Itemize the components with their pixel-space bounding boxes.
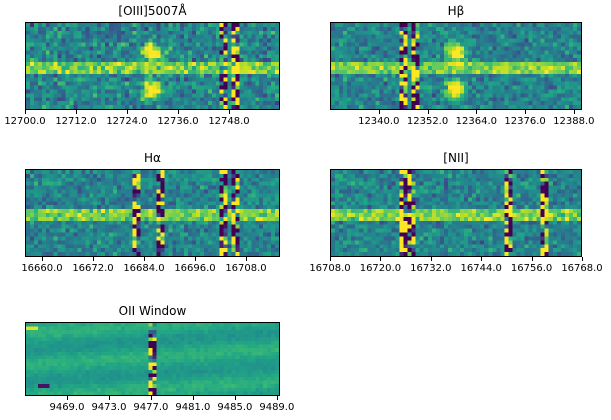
x-tick-label: 16684.0 (123, 263, 165, 274)
x-tick-label: 12700.0 (4, 116, 46, 127)
halpha-title: Hα (144, 151, 161, 165)
halpha-panel: Hα 16660.0 16672.0 16684.0 16696.0 16708.0 (21, 151, 280, 279)
hbeta-title: Hβ (447, 4, 465, 18)
x-tick (476, 110, 478, 114)
oiii-panel: [OIII]5007Å 12700.0 12712.0 12724.0 12736.0… (4, 4, 280, 132)
x-tick (195, 257, 196, 261)
x-tick (178, 110, 179, 114)
x-tick-label: 12736.0 (157, 116, 199, 127)
x-tick (25, 110, 26, 114)
x-tick-label: 12724.0 (106, 116, 148, 127)
oiii-heatmap (25, 22, 280, 110)
x-tick-label: 12712.0 (55, 116, 97, 127)
x-tick (380, 257, 382, 261)
x-tick-label: 16696.0 (174, 263, 216, 274)
oii-window-title: OII Window (118, 304, 187, 318)
oii-window-panel: OII Window 9469.0 9473.0 9477.0 9481.0 9485.… (25, 304, 294, 418)
x-tick (525, 110, 527, 114)
x-tick (582, 257, 583, 261)
x-tick (42, 257, 43, 261)
x-tick-label: 16768.0 (561, 263, 603, 274)
nii-title: [NII] (443, 151, 469, 165)
x-tick-label: 16672.0 (72, 263, 114, 274)
x-tick-label: 16708.0 (225, 263, 267, 274)
x-tick (234, 396, 236, 400)
x-tick (330, 257, 331, 261)
x-tick-label: 12364.0 (455, 116, 497, 127)
hbeta-heatmap (330, 22, 582, 110)
x-tick (108, 396, 110, 400)
x-tick (93, 257, 94, 261)
x-tick-label: 16708.0 (309, 263, 351, 274)
x-tick (192, 396, 194, 400)
x-tick (66, 396, 68, 400)
x-tick (531, 257, 533, 261)
oii-window-heatmap (25, 322, 280, 396)
x-tick-label: 12340.0 (358, 116, 400, 127)
x-tick (378, 110, 380, 114)
x-tick (127, 110, 128, 114)
x-tick (276, 396, 278, 400)
x-tick (246, 257, 247, 261)
oiii-title: [OIII]5007Å (118, 4, 187, 18)
x-tick (229, 110, 230, 114)
x-tick (76, 110, 77, 114)
x-tick-label: 16732.0 (410, 263, 452, 274)
x-tick-label: 16720.0 (359, 263, 402, 274)
x-tick-label: 9469.0 (49, 402, 85, 413)
nii-heatmap (330, 169, 582, 257)
x-tick-label: 9489.0 (259, 402, 295, 413)
x-tick (481, 257, 483, 261)
x-tick-label: 12388.0 (553, 116, 595, 127)
x-tick-label: 16744.0 (460, 263, 502, 274)
x-tick (573, 110, 575, 114)
x-tick (144, 257, 145, 261)
nii-panel: [NII] 16708.0 16720.0 16732.0 16744.0 16756.… (309, 151, 602, 279)
x-tick-label: 16660.0 (21, 263, 63, 274)
x-tick-label: 9485.0 (217, 402, 253, 413)
x-tick-label: 9481.0 (175, 402, 211, 413)
x-tick-label: 12352.0 (406, 116, 449, 127)
x-tick (427, 110, 429, 114)
x-tick-label: 9473.0 (91, 402, 127, 413)
x-tick-label: 12376.0 (504, 116, 546, 127)
x-tick-label: 12748.0 (208, 116, 250, 127)
x-tick-label: 9477.0 (133, 402, 169, 413)
x-tick-label: 16756.0 (510, 263, 553, 274)
x-tick (430, 257, 432, 261)
hbeta-panel: Hβ 12340.0 12352.0 12364.0 12376.0 12388.0 (330, 4, 595, 132)
x-tick (150, 396, 152, 400)
halpha-heatmap (25, 169, 280, 257)
